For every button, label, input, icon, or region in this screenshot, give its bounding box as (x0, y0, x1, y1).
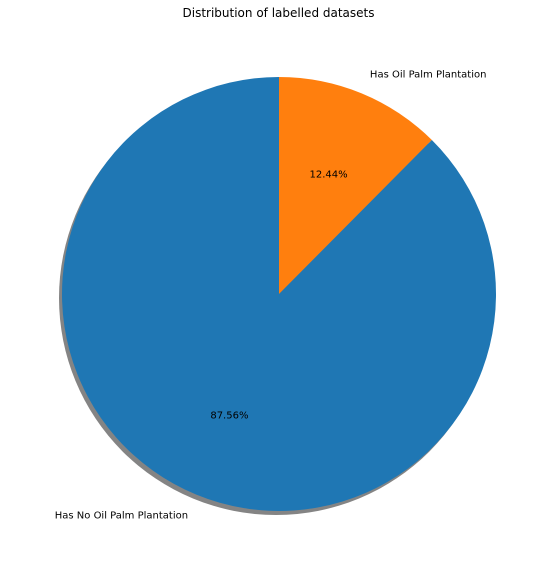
chart-title: Distribution of labelled datasets (183, 6, 375, 20)
pie-slices (62, 76, 497, 512)
pie-slice-1 (62, 76, 497, 512)
pie-labels: 12.44% Has Oil Palm Plantation 87.56% Has N… (55, 69, 487, 521)
slice-percent-label-1: 87.56% (210, 410, 248, 421)
slice-label-1: Has No Oil Palm Plantation (55, 511, 188, 522)
pie-slice-0 (279, 77, 432, 294)
slice-percent-label-0: 12.44% (310, 170, 348, 181)
slice-label-0: Has Oil Palm Plantation (370, 69, 487, 80)
